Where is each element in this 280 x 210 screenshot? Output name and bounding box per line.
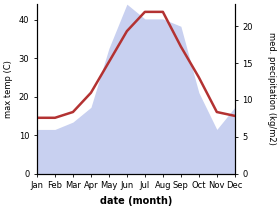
X-axis label: date (month): date (month) [100, 196, 172, 206]
Y-axis label: max temp (C): max temp (C) [4, 60, 13, 118]
Y-axis label: med. precipitation (kg/m2): med. precipitation (kg/m2) [267, 33, 276, 145]
